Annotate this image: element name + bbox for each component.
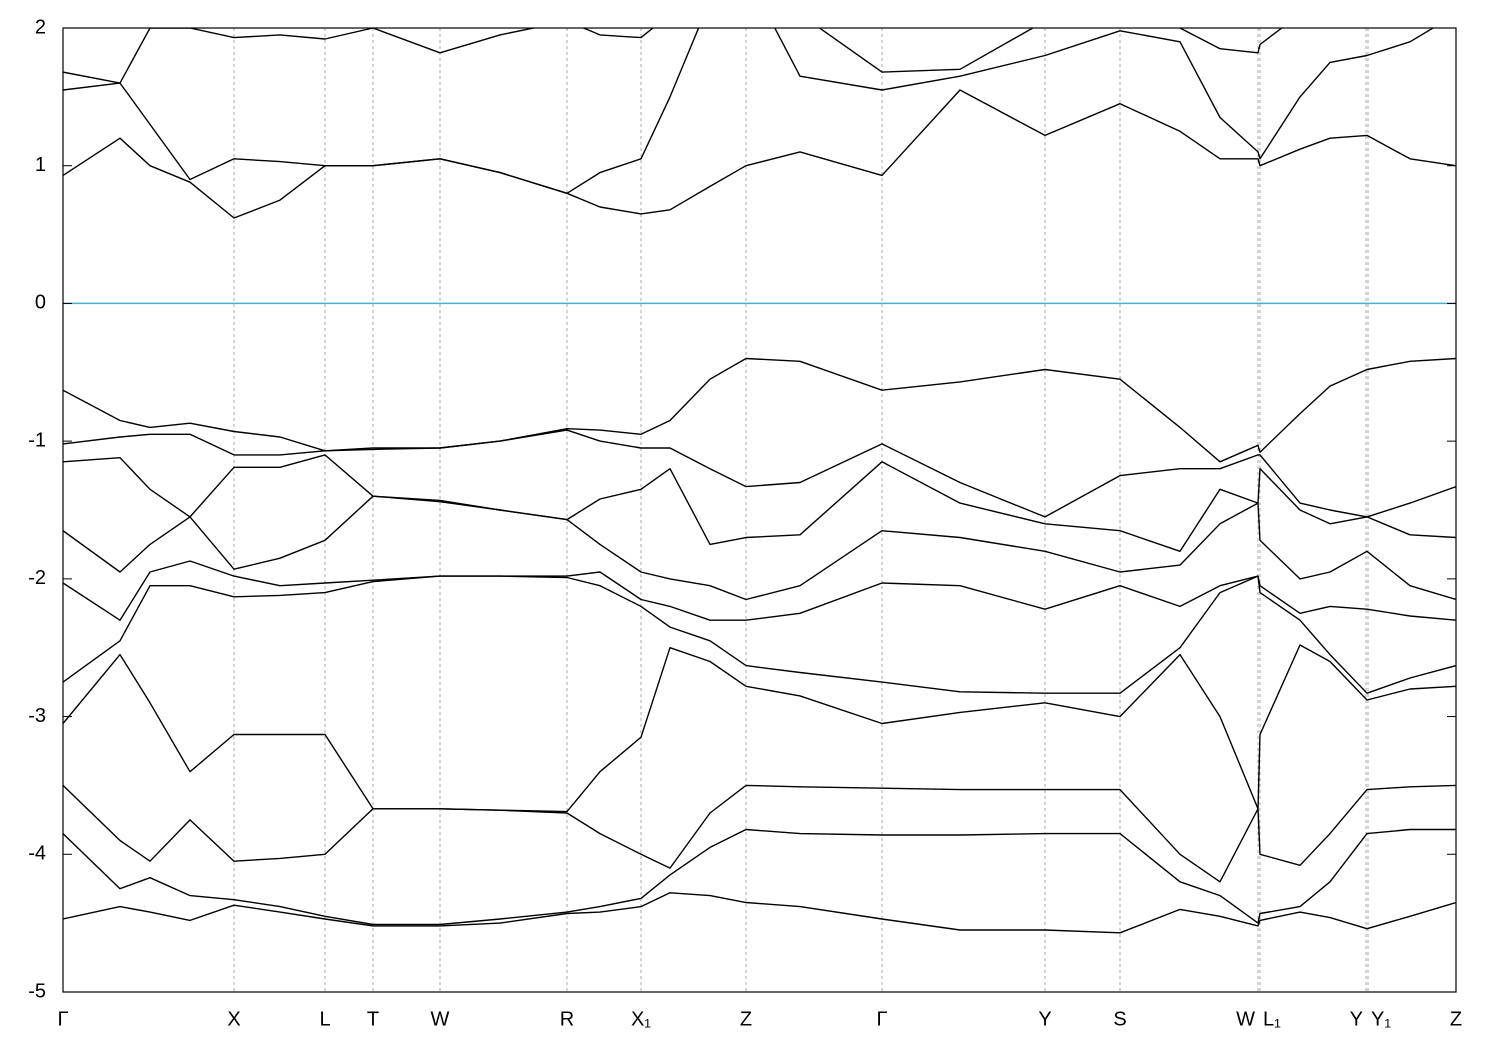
- x-tick-label: W: [431, 1008, 450, 1030]
- y-tick-label: -1: [28, 429, 46, 451]
- x-tick-label: S: [1113, 1008, 1126, 1030]
- x-tick-label: T: [367, 1008, 379, 1030]
- grid: [63, 28, 1456, 992]
- x-tick-label: X: [227, 1008, 240, 1030]
- band-line: [63, 28, 1435, 194]
- band-line: [63, 575, 1456, 694]
- plot-frame: [62, 27, 1457, 993]
- y-tick-label: 2: [35, 16, 46, 38]
- band-line: [63, 784, 1456, 883]
- band-line: [63, 495, 1456, 601]
- band-line: [63, 644, 1456, 813]
- x-tick-label: Z: [1450, 1008, 1462, 1030]
- band-line: [63, 429, 1456, 518]
- band-line: [63, 560, 1456, 621]
- y-tick-label: -3: [28, 705, 46, 727]
- x-tick-label: L: [319, 1008, 330, 1030]
- x-tick-label: L₁: [1263, 1008, 1281, 1030]
- x-tick-label: Y: [1350, 1008, 1363, 1030]
- y-tick-label: -4: [28, 843, 46, 865]
- band-line: [63, 892, 1456, 934]
- x-tick-label: X₁: [631, 1008, 651, 1030]
- y-tick-label: -5: [28, 980, 46, 1002]
- bands: [63, 28, 1456, 934]
- band-line: [63, 89, 1456, 219]
- y-tick-label: -2: [28, 567, 46, 589]
- x-tick-label: W: [1236, 1008, 1255, 1030]
- y-tick-label: 0: [35, 292, 46, 314]
- x-tick-label: Y₁: [1371, 1008, 1391, 1030]
- band-line: [63, 357, 1456, 463]
- band-line: [63, 28, 1283, 84]
- x-tick-label: Γ: [57, 1008, 68, 1030]
- band-line: [63, 828, 1456, 926]
- x-tick-label: Z: [740, 1008, 752, 1030]
- y-tick-label: 1: [35, 154, 46, 176]
- labels: -5 -4 -3 -2 -1 0 1 2 Γ X L T W R X₁ Z Γ Y S W L₁ Y Y₁ Z: [28, 16, 1462, 1030]
- x-tick-label: Γ: [876, 1008, 887, 1030]
- band-line: [63, 454, 1456, 552]
- x-tick-label: R: [560, 1008, 574, 1030]
- x-tick-label: Y: [1038, 1008, 1051, 1030]
